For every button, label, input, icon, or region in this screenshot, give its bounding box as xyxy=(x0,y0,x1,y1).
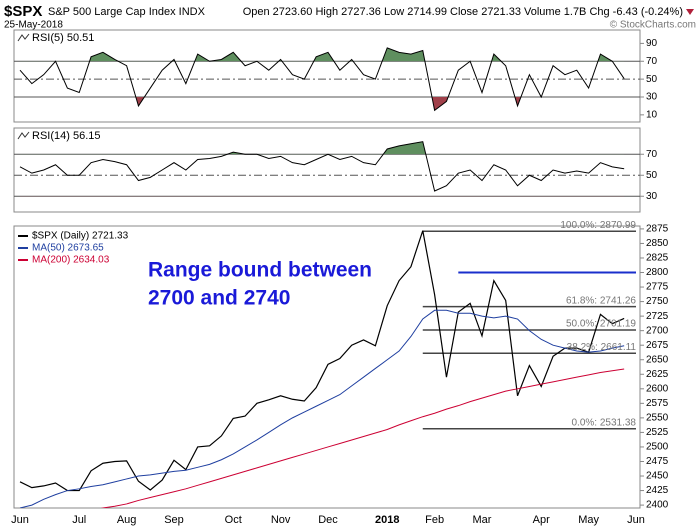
panel-title: RSI(5) 50.51 xyxy=(32,32,94,44)
y-tick-label: 2425 xyxy=(646,485,669,496)
y-tick-label: 2725 xyxy=(646,311,669,322)
y-tick-label: 2575 xyxy=(646,398,669,409)
panel-icon xyxy=(17,33,30,42)
panel-icon xyxy=(17,131,30,140)
y-tick-label: 2500 xyxy=(646,442,669,453)
y-tick-label: 2525 xyxy=(646,427,669,438)
price-plot xyxy=(19,230,636,508)
y-tick-label: 2550 xyxy=(646,413,669,424)
legend-label: MA(200) 2634.03 xyxy=(32,255,110,266)
y-tick-label: 2875 xyxy=(646,224,669,235)
fib-label: 38.2%: 2661.11 xyxy=(567,342,637,353)
x-tick-label: Jun xyxy=(11,514,29,526)
symbol: $SPX xyxy=(4,3,42,20)
y-tick-label: 2400 xyxy=(646,500,669,511)
x-tick-label: Aug xyxy=(117,514,137,526)
x-tick-label: Nov xyxy=(271,514,291,526)
y-tick-label: 70 xyxy=(646,149,658,160)
y-tick-label: 90 xyxy=(646,38,658,49)
y-tick-label: 2675 xyxy=(646,340,669,351)
x-tick-label: Sep xyxy=(164,514,184,526)
oversold-fill xyxy=(20,142,624,197)
x-tick-label: Apr xyxy=(533,514,550,526)
legend-label: MA(50) 2673.65 xyxy=(32,243,104,254)
y-tick-label: 2800 xyxy=(646,267,669,278)
fib-label: 50.0%: 2701.19 xyxy=(566,319,636,330)
x-tick-label: 2018 xyxy=(375,514,399,526)
y-tick-label: 2650 xyxy=(646,354,669,365)
fib-label: 100.0%: 2870.99 xyxy=(560,220,636,231)
rsi-line xyxy=(19,47,625,112)
y-tick-label: 30 xyxy=(646,92,658,103)
y-tick-label: 2625 xyxy=(646,369,669,380)
x-tick-label: Jul xyxy=(72,514,86,526)
fib-label: 0.0%: 2531.38 xyxy=(572,417,637,428)
date: 25-May-2018 xyxy=(4,20,63,31)
index-name: S&P 500 Large Cap Index INDX xyxy=(48,6,206,18)
y-tick-label: 2850 xyxy=(646,238,669,249)
legend-label: $SPX (Daily) 2721.33 xyxy=(32,231,129,242)
y-tick-label: 2600 xyxy=(646,383,669,394)
x-tick-label: Oct xyxy=(225,514,242,526)
y-tick-label: 70 xyxy=(646,56,658,67)
x-tick-label: Jun xyxy=(627,514,645,526)
rsi5-frame xyxy=(13,29,641,123)
overbought-fill xyxy=(20,141,625,155)
y-tick-label: 2475 xyxy=(646,456,669,467)
series-line xyxy=(100,368,625,508)
credit: © StockCharts.com xyxy=(610,20,696,31)
annotation: Range bound between xyxy=(148,259,372,282)
price-frame xyxy=(13,225,641,509)
quote: Open 2723.60 High 2727.36 Low 2714.99 Cl… xyxy=(243,6,683,18)
x-tick-label: Dec xyxy=(318,514,338,526)
y-tick-label: 2450 xyxy=(646,471,669,482)
y-tick-label: 2750 xyxy=(646,296,669,307)
y-tick-label: 50 xyxy=(646,74,658,85)
y-tick-label: 30 xyxy=(646,191,658,202)
series-line xyxy=(19,230,625,492)
x-tick-label: May xyxy=(578,514,599,526)
annotation: 2700 and 2740 xyxy=(148,287,290,310)
x-tick-label: Mar xyxy=(473,514,492,526)
fib-label: 61.8%: 2741.26 xyxy=(566,295,636,306)
rsi14-frame xyxy=(13,127,641,213)
y-tick-label: 50 xyxy=(646,170,658,181)
rsi-line xyxy=(19,141,625,192)
panel-title: RSI(14) 56.15 xyxy=(32,130,100,142)
series-line xyxy=(19,309,625,508)
x-tick-label: Feb xyxy=(425,514,444,526)
down-arrow xyxy=(686,9,694,15)
y-tick-label: 2775 xyxy=(646,282,669,293)
y-tick-label: 10 xyxy=(646,109,658,120)
y-tick-label: 2825 xyxy=(646,253,669,264)
y-tick-label: 2700 xyxy=(646,325,669,336)
